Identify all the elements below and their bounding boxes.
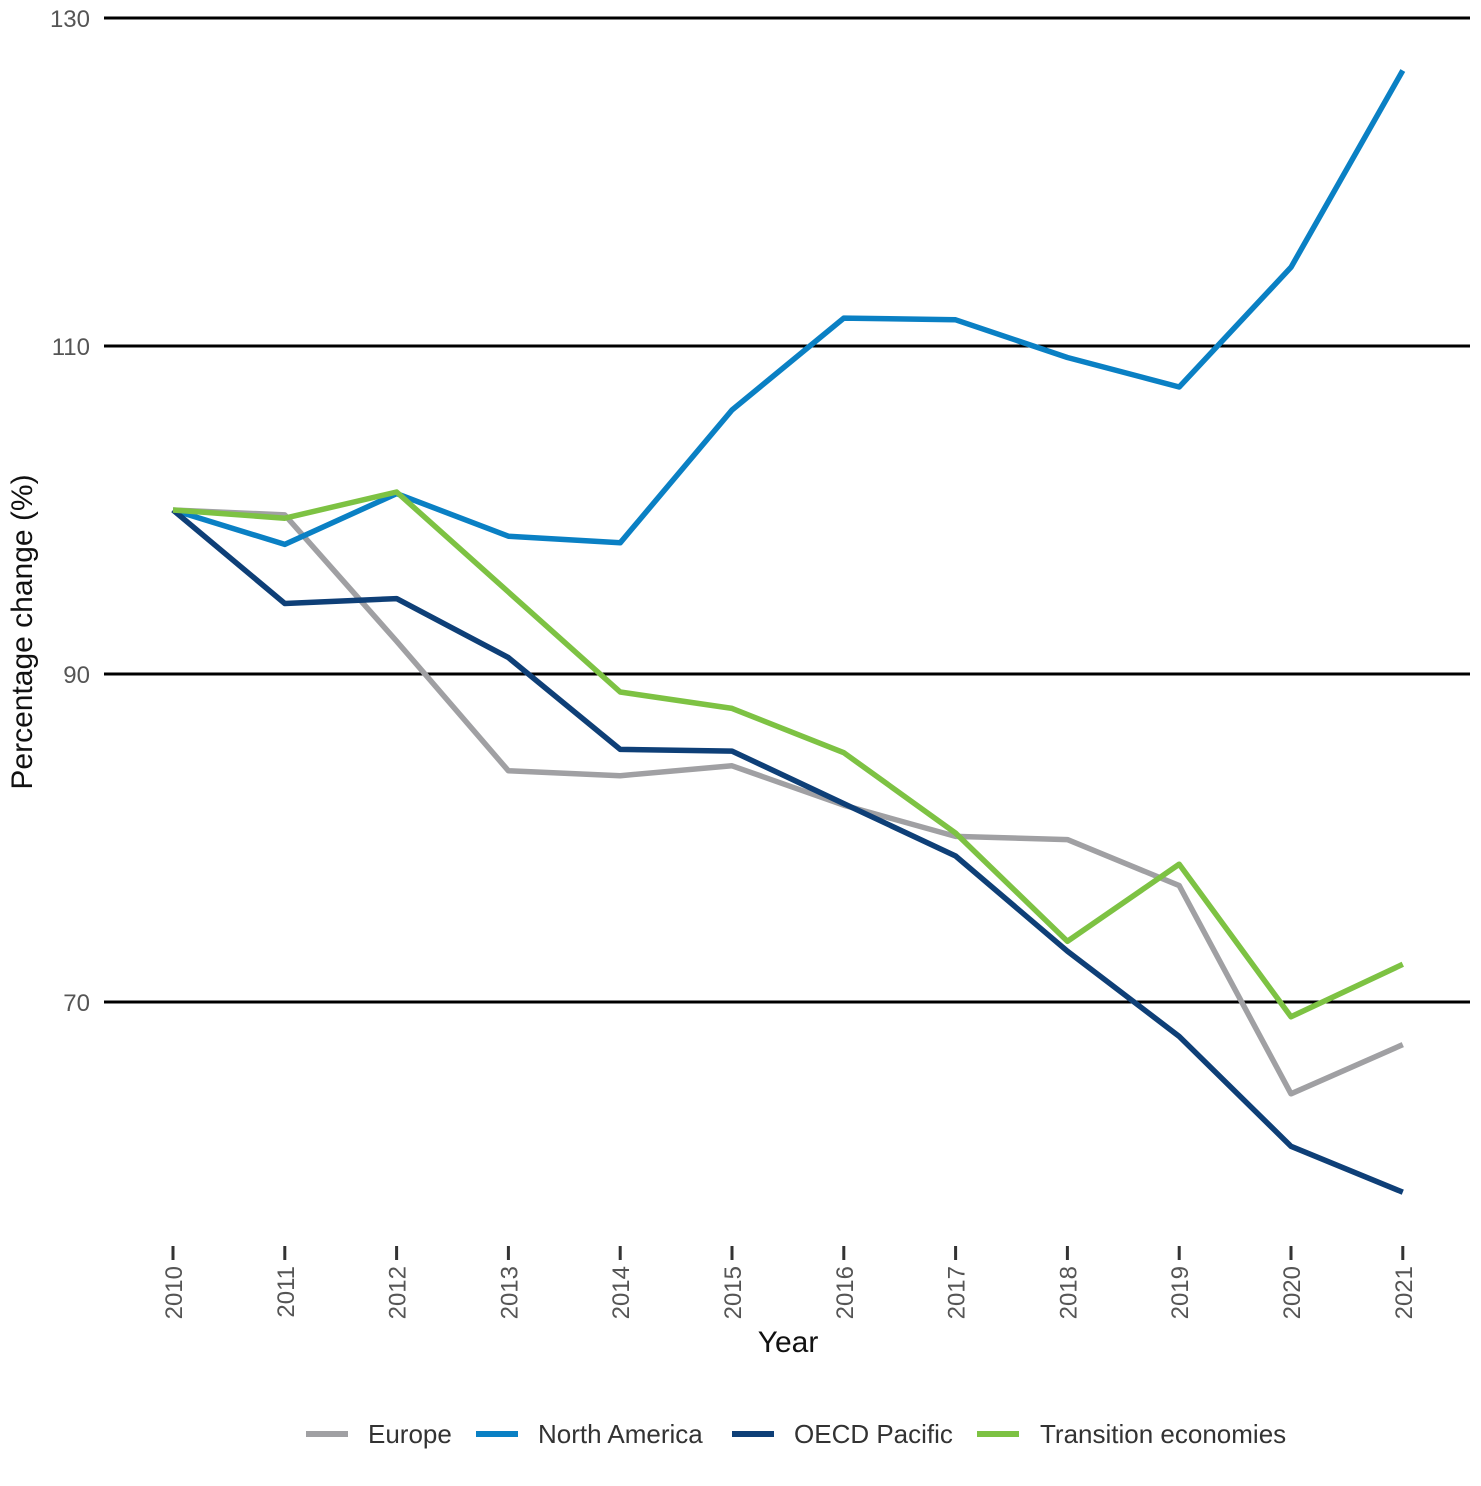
x-tick-label: 2010 <box>161 1266 188 1319</box>
legend-label-transition-economies: Transition economies <box>1040 1419 1286 1449</box>
series-lines <box>171 69 1406 1195</box>
x-tick-label: 2013 <box>496 1266 523 1319</box>
y-tick-label: 70 <box>63 990 90 1017</box>
x-tick-label: 2019 <box>1167 1266 1194 1319</box>
x-tick-label: 2011 <box>273 1266 300 1318</box>
x-tick-label: 2012 <box>385 1266 412 1319</box>
x-tick-label: 2017 <box>944 1266 971 1319</box>
y-tick-label: 110 <box>52 334 90 361</box>
y-tick-label: 90 <box>63 662 90 689</box>
legend: Europe North America OECD Pacific Transitio… <box>306 1419 1286 1449</box>
x-tick-label: 2015 <box>720 1266 747 1319</box>
series-line-transition-economies <box>172 489 1404 1020</box>
y-axis-title: Percentage change (%) <box>6 474 39 789</box>
x-tick-label: 2018 <box>1055 1266 1082 1319</box>
x-axis-title: Year <box>758 1326 819 1359</box>
legend-label-oecd-pacific: OECD Pacific <box>794 1419 953 1449</box>
legend-label-europe: Europe <box>368 1419 452 1449</box>
x-tick-label: 2021 <box>1391 1266 1418 1319</box>
legend-label-north-america: North America <box>538 1419 703 1449</box>
x-tick-label: 2014 <box>608 1266 635 1319</box>
x-tick-label: 2020 <box>1279 1266 1306 1319</box>
series-line-europe <box>172 507 1404 1097</box>
series-line-oecd-pacific <box>171 507 1404 1195</box>
y-axis-ticks: 70 90 110 130 <box>50 6 90 1017</box>
x-tick-label: 2016 <box>832 1266 859 1319</box>
x-axis-ticks: 2010 2011 2012 2013 2014 2015 2016 2017 2018 2019… <box>161 1246 1418 1319</box>
y-tick-label: 130 <box>50 6 90 33</box>
series-line-north-america <box>172 69 1406 548</box>
